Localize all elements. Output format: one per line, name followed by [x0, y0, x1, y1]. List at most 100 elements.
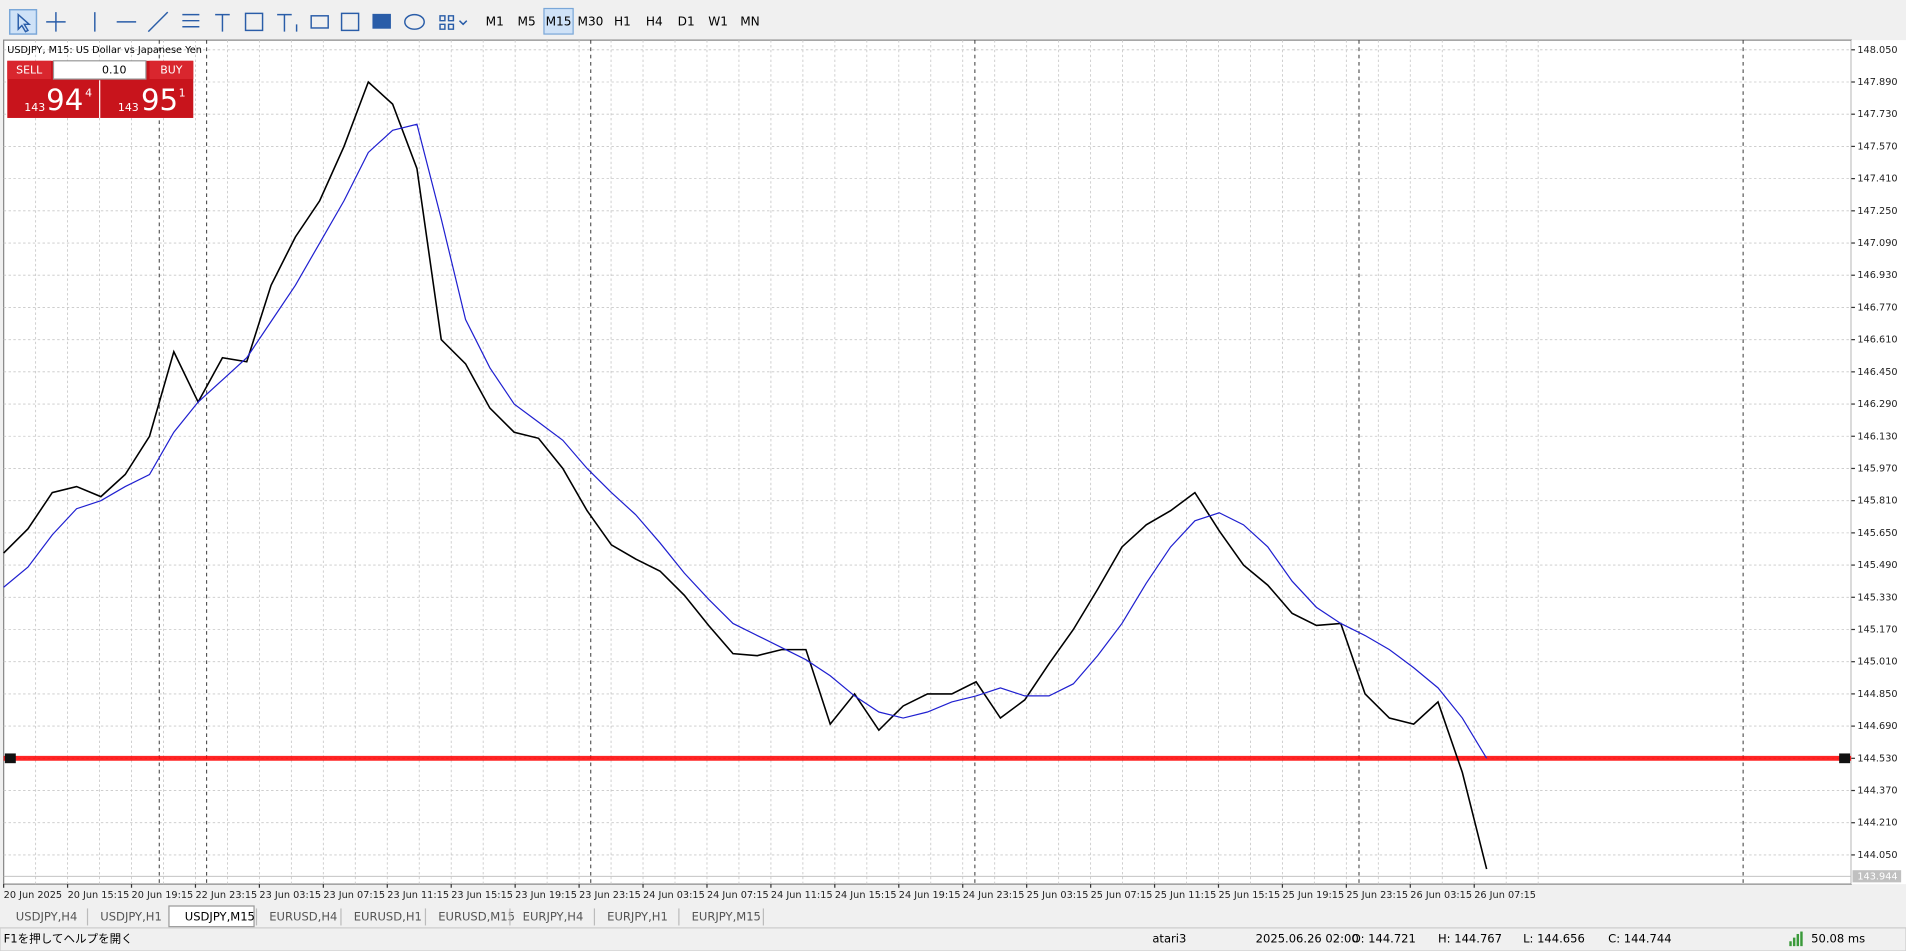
sell-label: SELL	[16, 64, 43, 77]
trendline-tool[interactable]	[147, 11, 169, 33]
chart-tab[interactable]: EURUSD,M15	[438, 909, 515, 923]
y-tick-label: 147.890	[1857, 77, 1897, 88]
x-tick-label: 23 Jun 23:15	[579, 890, 641, 901]
x-tick-label: 25 Jun 07:15	[1091, 890, 1153, 901]
sell-button[interactable]	[7, 60, 52, 80]
connection-indicator	[1789, 931, 1803, 947]
x-tick-label: 25 Jun 03:15	[1027, 890, 1089, 901]
channel-tool[interactable]	[182, 13, 200, 28]
chart-header: USDJPY, M15: US Dollar vs Japanese Yen	[7, 45, 202, 56]
buy-button[interactable]	[149, 60, 194, 80]
text-tool[interactable]	[215, 13, 230, 32]
y-tick-label: 145.970	[1857, 463, 1897, 474]
day-separators	[158, 40, 1744, 885]
x-tick-label: 22 Jun 23:15	[195, 890, 257, 901]
moving-average	[3, 123, 1488, 759]
chart-tab[interactable]: EURJPY,H1	[607, 909, 668, 923]
timeframe-active-bg	[543, 7, 574, 35]
more-tools[interactable]	[439, 15, 468, 30]
status-close: C: 144.744	[1608, 931, 1671, 945]
buy-label: BUY	[160, 64, 183, 77]
x-tick-label: 24 Jun 15:15	[835, 890, 897, 901]
y-tick-label: 147.730	[1857, 109, 1897, 120]
hline-handle[interactable]	[4, 753, 16, 764]
timeframe-button[interactable]: W1	[708, 14, 728, 28]
price-axis	[1851, 40, 1906, 885]
y-tick-label: 146.770	[1857, 302, 1897, 313]
timeframe-button[interactable]: D1	[678, 14, 695, 28]
grid	[3, 40, 1852, 885]
shape-tool[interactable]	[244, 12, 264, 32]
price-axis-labels: 148.050 147.890 147.730 147.570 147.410 147.2…	[3, 45, 1902, 883]
one-click-trading: SELL 0.10 BUY 143 94 4 143 95 1	[7, 60, 194, 118]
status-profile: atari3	[1152, 931, 1186, 945]
x-tick-label: 23 Jun 15:15	[451, 890, 513, 901]
x-tick-label: 25 Jun 15:15	[1218, 890, 1280, 901]
x-tick-label: 24 Jun 19:15	[899, 890, 961, 901]
y-tick-label: 144.370	[1857, 786, 1897, 797]
x-tick-label: 24 Jun 11:15	[771, 890, 833, 901]
status-time: 2025.06.26 02:00	[1256, 931, 1359, 945]
timeframe-button[interactable]: M15	[546, 14, 572, 28]
x-tick-label: 23 Jun 11:15	[387, 890, 449, 901]
y-tick-label: 148.050	[1857, 45, 1897, 56]
status-high: H: 144.767	[1438, 931, 1502, 945]
status-bar	[0, 927, 1906, 951]
chart-tab[interactable]: EURUSD,H1	[354, 909, 422, 923]
x-tick-label: 26 Jun 07:15	[1474, 890, 1536, 901]
status-help: F1を押してヘルプを開く	[4, 931, 133, 945]
cursor-tool[interactable]	[8, 8, 38, 35]
x-tick-label: 24 Jun 07:15	[707, 890, 769, 901]
x-tick-label: 20 Jun 2025	[4, 890, 62, 901]
timeframe-bar: M1 M5 M15 M30 H1 H4 D1 W1 MN	[486, 7, 760, 35]
x-tick-label: 23 Jun 03:15	[259, 890, 321, 901]
tab-bar	[0, 906, 1906, 928]
x-tick-label: 23 Jun 07:15	[323, 890, 385, 901]
timeframe-button[interactable]: M5	[518, 14, 536, 28]
price-line	[3, 80, 1488, 870]
y-tick-label: 145.330	[1857, 592, 1897, 603]
timeframe-button[interactable]: M1	[486, 14, 504, 28]
timeframe-button[interactable]: MN	[740, 14, 760, 28]
timeframe-button[interactable]: M30	[577, 14, 603, 28]
timeframe-button[interactable]: H4	[646, 14, 663, 28]
time-axis: 20 Jun 2025 20 Jun 15:15 20 Jun 19:15 22 Ju…	[3, 884, 1536, 901]
plot	[3, 80, 1852, 870]
label-tool[interactable]	[277, 13, 298, 32]
x-tick-label: 26 Jun 03:15	[1410, 890, 1472, 901]
chart-tab[interactable]: EURJPY,M15	[692, 909, 761, 923]
chart-tab[interactable]: USDJPY,H1	[100, 909, 162, 923]
y-tick-label: 144.050	[1857, 850, 1897, 861]
object-tool[interactable]	[404, 13, 425, 30]
y-tick-label: 145.010	[1857, 657, 1897, 668]
chart-tab[interactable]: EURUSD,H4	[269, 909, 337, 923]
lot-input[interactable]	[52, 60, 147, 80]
y-tick-label: 145.810	[1857, 496, 1897, 507]
crosshair-tool[interactable]	[46, 12, 66, 32]
chart-tab[interactable]: USDJPY,M15	[185, 909, 255, 923]
bid-main: 94	[46, 83, 83, 117]
y-tick-label: 146.450	[1857, 367, 1897, 378]
y-tick-label: 147.410	[1857, 174, 1897, 185]
ok-tool[interactable]	[372, 13, 391, 29]
chart-tab[interactable]: EURJPY,H4	[523, 909, 584, 923]
x-tick-label: 25 Jun 11:15	[1155, 890, 1217, 901]
y-tick-label: 145.650	[1857, 528, 1897, 539]
chart-tab[interactable]: USDJPY,H4	[16, 909, 78, 923]
timeframe-button[interactable]: H1	[614, 14, 631, 28]
y-tick-label: 147.250	[1857, 206, 1897, 217]
ask-main: 95	[141, 83, 178, 117]
x-tick-label: 20 Jun 19:15	[132, 890, 194, 901]
hline-handle[interactable]	[1839, 753, 1851, 764]
toolbar	[0, 0, 1906, 42]
bid-big: 143	[24, 101, 45, 114]
x-tick-label: 25 Jun 19:15	[1282, 890, 1344, 901]
status-open: O: 144.721	[1352, 931, 1416, 945]
y-tick-label: 147.090	[1857, 238, 1897, 249]
fib-tool[interactable]	[310, 15, 329, 29]
y-tick-label: 145.490	[1857, 560, 1897, 571]
status-ping: 50.08 ms	[1811, 931, 1865, 945]
chart-tool[interactable]	[340, 12, 360, 32]
current-price-box	[1852, 870, 1902, 883]
